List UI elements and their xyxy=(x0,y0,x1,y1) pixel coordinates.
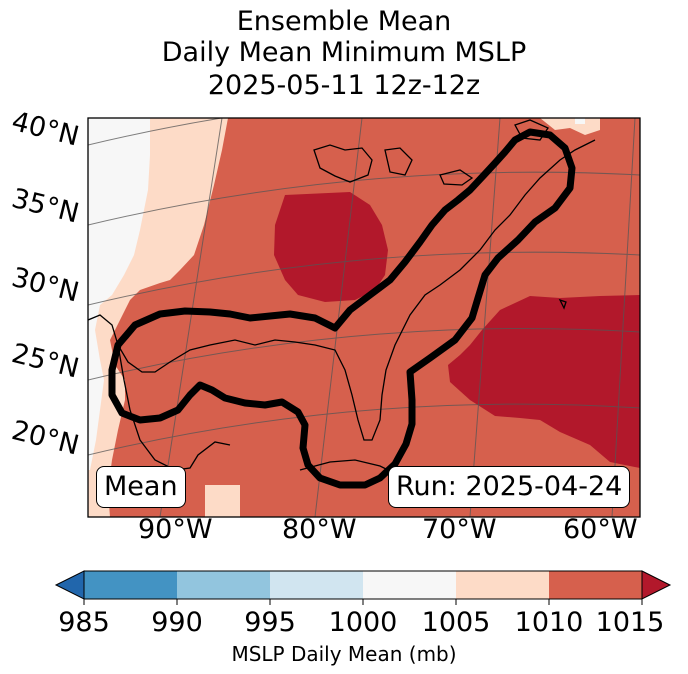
colorbar-label: MSLP Daily Mean (mb) xyxy=(231,642,457,666)
field-1000-1005-north xyxy=(575,118,585,124)
lon-label-60w: 60°W xyxy=(563,514,638,545)
lon-label-80w: 80°W xyxy=(282,514,357,545)
colorbar-tick-995: 995 xyxy=(244,607,296,638)
field-1005-1010-south xyxy=(205,485,240,517)
graticule xyxy=(88,118,640,517)
colorbar-tick-1005: 1005 xyxy=(421,607,491,638)
colorbar-seg-995 xyxy=(270,571,363,599)
colorbar-seg-1000 xyxy=(363,571,456,599)
colorbar-tick-1010: 1010 xyxy=(514,607,584,638)
probability-contour xyxy=(108,128,576,489)
coastlines xyxy=(88,119,596,491)
map-area xyxy=(88,118,640,517)
field-1015-inland xyxy=(274,192,388,302)
field-1000-1005-west xyxy=(88,118,150,470)
colorbar-tick-985: 985 xyxy=(58,607,110,638)
colorbar-tick-990: 990 xyxy=(151,607,203,638)
title-line-3: 2025-05-11 12z-12z xyxy=(207,70,481,101)
lon-label-70w: 70°W xyxy=(422,514,497,545)
run-date-box: Run: 2025-04-24 xyxy=(388,466,631,508)
mean-box: Mean xyxy=(96,466,186,508)
colorbar-tick-1000: 1000 xyxy=(328,607,398,638)
colorbar-seg-990 xyxy=(177,571,270,599)
colorbar-extend-low xyxy=(54,570,85,600)
colorbar-tick-1015: 1015 xyxy=(595,607,665,638)
colorbar-seg-1010 xyxy=(549,571,642,599)
title-line-2: Daily Mean Minimum MSLP xyxy=(161,37,527,68)
title-line-1: Ensemble Mean xyxy=(236,6,452,37)
map-frame xyxy=(87,117,641,518)
colorbar-seg-985 xyxy=(84,571,177,599)
lon-label-90w: 90°W xyxy=(138,514,213,545)
colorbar xyxy=(54,570,672,605)
colorbar-seg-1005 xyxy=(456,571,549,599)
colorbar-extend-high xyxy=(641,570,672,600)
field-1015-atlantic xyxy=(448,295,640,468)
